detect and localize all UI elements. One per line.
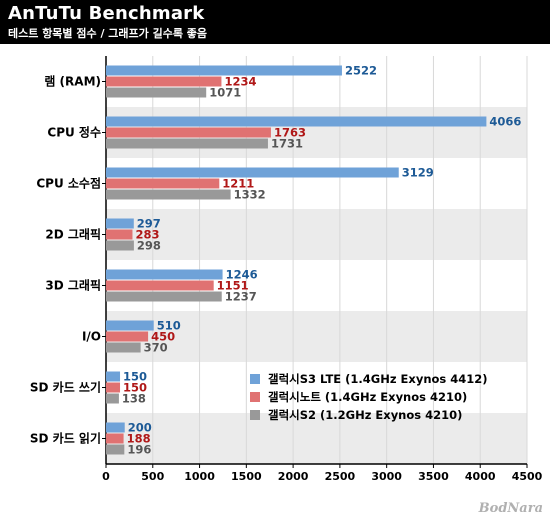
category-label: 램 (RAM): [44, 74, 101, 89]
data-label: 1246: [226, 268, 258, 282]
legend-label: 갤럭시S3 LTE (1.4GHz Exynos 4412): [268, 372, 488, 386]
bar: [106, 269, 223, 280]
bar: [106, 65, 342, 76]
category-band: [106, 209, 527, 260]
data-label: 510: [157, 319, 181, 333]
bar: [106, 371, 121, 382]
data-label: 298: [137, 239, 161, 253]
data-label: 150: [123, 381, 147, 395]
watermark-logo: BodNara: [478, 501, 543, 516]
bar: [106, 433, 124, 444]
category-band: [106, 413, 527, 464]
category-band: [106, 311, 527, 362]
data-label: 188: [127, 432, 151, 446]
bar: [106, 320, 154, 331]
data-label: 200: [128, 421, 152, 435]
x-tick-label: 1500: [231, 470, 262, 483]
category-label: SD 카드 읽기: [30, 431, 101, 446]
bar: [106, 240, 134, 251]
category-label: CPU 정수: [47, 125, 101, 140]
data-label: 1234: [224, 75, 256, 89]
data-label: 1211: [222, 177, 254, 191]
x-tick-label: 2500: [325, 470, 356, 483]
data-label: 450: [151, 330, 175, 344]
data-label: 1071: [209, 86, 241, 100]
category-label: CPU 소수점: [36, 176, 101, 191]
bar: [106, 218, 134, 229]
data-label: 283: [135, 228, 159, 242]
legend-swatch: [250, 392, 260, 402]
x-tick-label: 4500: [512, 470, 543, 483]
bar: [106, 393, 119, 404]
chart-title: AnTuTu Benchmark: [8, 3, 205, 24]
category-label: I/O: [82, 330, 101, 344]
bar: [106, 382, 121, 393]
data-label: 138: [122, 392, 146, 406]
bar: [106, 280, 214, 291]
bar: [106, 342, 141, 353]
x-tick-label: 2000: [278, 470, 309, 483]
data-label: 1332: [234, 188, 266, 202]
data-label: 370: [144, 341, 168, 355]
data-label: 196: [127, 443, 151, 457]
legend-label: 갤럭시노트 (1.4GHz Exynos 4210): [268, 390, 467, 404]
bar: [106, 138, 268, 149]
bar: [106, 127, 271, 138]
x-tick-label: 3000: [371, 470, 402, 483]
data-label: 1237: [225, 290, 257, 304]
data-label: 3129: [402, 166, 434, 180]
x-tick-label: 3500: [418, 470, 449, 483]
data-label: 1763: [274, 126, 306, 140]
bar: [106, 331, 149, 342]
bar: [106, 76, 222, 87]
data-label: 1731: [271, 137, 303, 151]
bar: [106, 229, 133, 240]
x-tick-label: 500: [141, 470, 164, 483]
category-label: 3D 그래픽: [45, 278, 101, 293]
legend-label: 갤럭시S2 (1.2GHz Exynos 4210): [268, 408, 462, 422]
chart-header: AnTuTu Benchmark 테스트 항목별 점수 / 그래프가 길수록 좋…: [0, 0, 550, 44]
bar: [106, 87, 207, 98]
data-label: 2522: [345, 64, 377, 78]
bar: [106, 422, 125, 433]
bar: [106, 116, 487, 127]
category-label: SD 카드 쓰기: [30, 380, 101, 395]
bar: [106, 189, 231, 200]
data-label: 1151: [217, 279, 249, 293]
data-label: 4066: [489, 115, 521, 129]
bar: [106, 444, 125, 455]
legend-swatch: [250, 410, 260, 420]
data-label: 150: [123, 370, 147, 384]
chart-subtitle: 테스트 항목별 점수 / 그래프가 길수록 좋음: [8, 27, 208, 40]
bar: [106, 178, 220, 189]
x-tick-label: 0: [102, 470, 110, 483]
x-tick-label: 1000: [184, 470, 215, 483]
bar: [106, 291, 222, 302]
x-tick-label: 4000: [465, 470, 496, 483]
bar: [106, 167, 399, 178]
category-label: 2D 그래픽: [45, 227, 101, 242]
data-label: 297: [137, 217, 161, 231]
legend-swatch: [250, 374, 260, 384]
